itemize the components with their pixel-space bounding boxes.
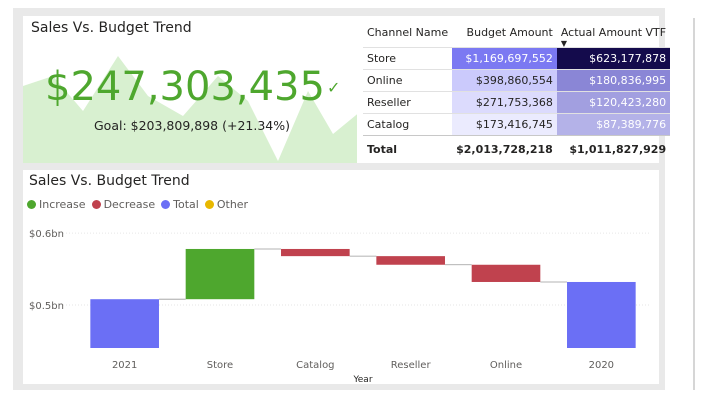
x-tick-label: Store (207, 360, 233, 371)
table-row[interactable]: Reseller $271,753,368 $120,423,280 (363, 91, 671, 114)
waterfall-title: Sales Vs. Budget Trend (29, 173, 190, 189)
kpi-trend-area (23, 56, 361, 163)
table-row[interactable]: Store $1,169,697,552 $623,177,878 (363, 47, 671, 70)
y-tick-label: $0.6bn (29, 229, 64, 240)
column-header-actual[interactable]: Actual Amount VTF ▼ (557, 20, 670, 48)
table-row[interactable]: Online $398,860,554 $180,836,995 (363, 69, 671, 92)
legend-label: Total (173, 198, 199, 211)
column-header-actual-label: Actual Amount VTF (560, 26, 667, 39)
actual-cell: $87,389,776 (556, 113, 671, 136)
actual-cell: $623,177,878 (556, 47, 671, 70)
legend-dot-decrease (91, 200, 101, 209)
total-label: Total (363, 135, 453, 160)
report-canvas: Sales Vs. Budget Trend $247,303,435 ✓ Go… (13, 8, 671, 390)
waterfall-bar (185, 248, 255, 300)
column-header-budget[interactable]: Budget Amount (466, 26, 553, 39)
actual-cell: $120,423,280 (556, 91, 671, 114)
legend-item-decrease[interactable]: Decrease (91, 198, 156, 211)
channel-cell: Catalog (363, 113, 453, 136)
x-axis-title: Year (352, 375, 372, 384)
waterfall-legend: Increase Decrease Total Other (27, 198, 248, 211)
vertical-scrollbar[interactable] (693, 18, 695, 390)
legend-label: Other (216, 198, 249, 211)
x-tick-label: Reseller (391, 360, 432, 371)
legend-item-total[interactable]: Total (161, 198, 199, 211)
budget-cell: $1,169,697,552 (452, 47, 557, 70)
waterfall-chart: $0.6bn $0.5bn 2021 Store Catalog Reseller Onli… (29, 229, 649, 384)
waterfall-bar (567, 281, 636, 348)
kpi-value: $247,303,435 (45, 64, 325, 110)
y-tick-label: $0.5bn (29, 301, 64, 312)
x-tick-label: 2021 (112, 360, 137, 371)
table-row[interactable]: Catalog $173,416,745 $87,389,776 (363, 113, 671, 136)
legend-label: Increase (39, 198, 86, 211)
waterfall-bar (376, 256, 445, 265)
budget-cell: $173,416,745 (452, 113, 557, 136)
legend-item-increase[interactable]: Increase (27, 198, 86, 211)
sort-descending-icon: ▼ (560, 39, 567, 48)
kpi-goal: Goal: $203,809,898 (+21.34%) (94, 118, 290, 133)
waterfall-card[interactable]: $0.6bn $0.5bn 2021 Store Catalog Reseller Onli… (23, 170, 659, 384)
waterfall-bar (281, 248, 350, 257)
channel-cell: Store (363, 47, 453, 70)
legend-label: Decrease (103, 198, 156, 211)
actual-cell: $180,836,995 (556, 69, 671, 92)
budget-cell: $398,860,554 (452, 69, 557, 92)
column-header-channel[interactable]: Channel Name (367, 26, 449, 39)
x-tick-label: Online (490, 360, 522, 371)
kpi-card[interactable]: Sales Vs. Budget Trend $247,303,435 ✓ Go… (23, 16, 361, 163)
total-actual: $1,011,827,929 (556, 135, 671, 160)
waterfall-bar (90, 299, 159, 348)
legend-dot-other (204, 200, 214, 209)
channel-cell: Reseller (363, 91, 453, 114)
total-budget: $2,013,728,218 (452, 135, 557, 160)
x-tick-label: Catalog (296, 360, 334, 371)
legend-dot-total (161, 200, 171, 209)
channel-table: Channel Name Budget Amount Actual Amount… (363, 20, 671, 160)
channel-table-card[interactable]: Channel Name Budget Amount Actual Amount… (357, 16, 671, 163)
table-total-row: Total $2,013,728,218 $1,011,827,929 (363, 135, 671, 160)
legend-item-other[interactable]: Other (204, 198, 249, 211)
x-tick-label: 2020 (589, 360, 614, 371)
channel-cell: Online (363, 69, 453, 92)
waterfall-bar (471, 264, 541, 282)
check-icon: ✓ (327, 78, 341, 97)
budget-cell: $271,753,368 (452, 91, 557, 114)
kpi-title: Sales Vs. Budget Trend (31, 20, 192, 36)
legend-dot-increase (27, 200, 36, 209)
